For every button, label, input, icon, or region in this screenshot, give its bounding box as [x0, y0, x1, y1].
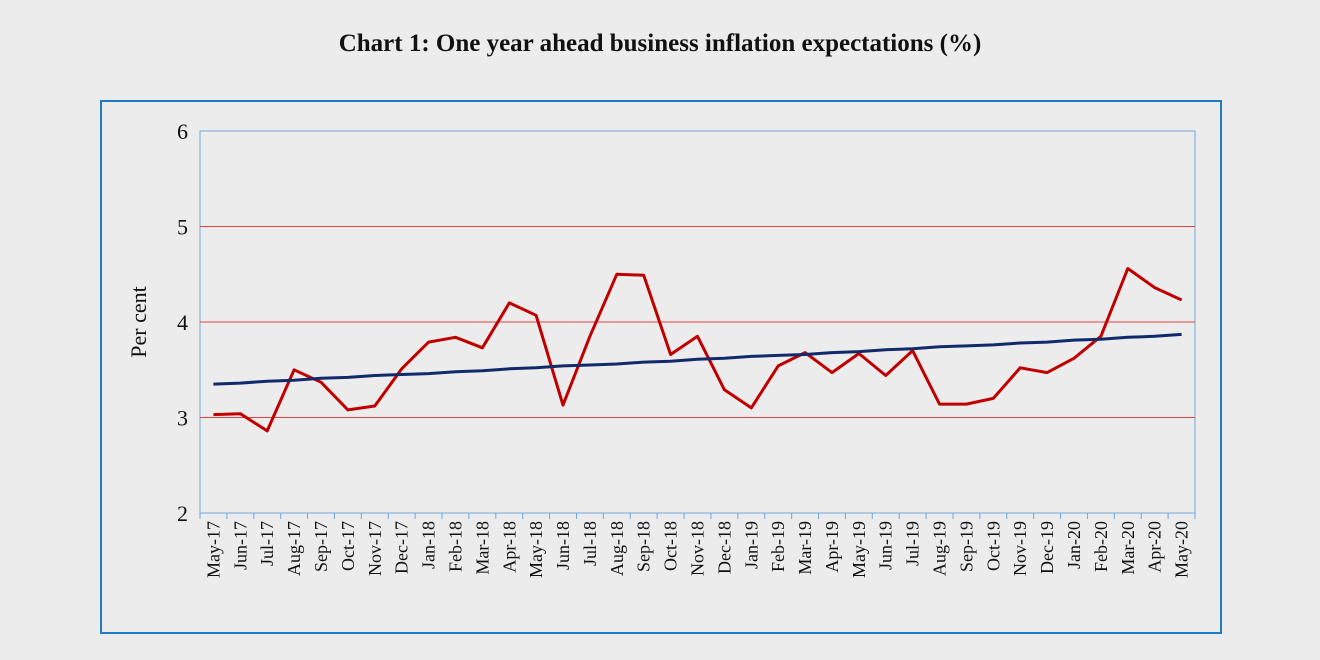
x-tick-label: Apr-19 — [822, 521, 842, 573]
x-tick-label: Dec-19 — [1037, 521, 1057, 574]
x-tick-label: Sep-17 — [311, 521, 331, 572]
x-tick-label: Mar-18 — [472, 521, 492, 575]
x-tick-label: Jul-19 — [903, 521, 923, 566]
x-tick-label: May-17 — [203, 521, 223, 578]
x-tick-label: May-19 — [849, 521, 869, 578]
y-tick-label: 3 — [177, 406, 188, 431]
x-tick-label: May-20 — [1172, 521, 1192, 578]
y-tick-label: 6 — [177, 119, 188, 144]
x-tick-label: Jul-17 — [257, 521, 277, 566]
x-tick-label: Apr-18 — [499, 521, 519, 573]
x-tick-label: Mar-20 — [1118, 521, 1138, 575]
x-tick-label: Jan-20 — [1064, 521, 1084, 569]
x-tick-label: Sep-18 — [634, 521, 654, 572]
x-tick-label: Jan-18 — [419, 521, 439, 569]
x-tick-label: Aug-17 — [284, 521, 304, 576]
x-tick-label: Feb-18 — [445, 521, 465, 572]
x-tick-label: Oct-18 — [661, 521, 681, 571]
x-tick-label: Jun-19 — [876, 521, 896, 570]
x-tick-label: Jan-19 — [741, 521, 761, 569]
x-tick-label: Nov-19 — [1010, 521, 1030, 576]
x-tick-label: Feb-19 — [768, 521, 788, 572]
x-tick-label: Jun-17 — [230, 521, 250, 570]
series-line-expectations — [213, 267, 1183, 433]
x-tick-label: Oct-17 — [338, 521, 358, 571]
x-tick-label: Dec-18 — [714, 521, 734, 574]
y-axis-title: Per cent — [126, 286, 151, 357]
y-tick-label: 2 — [177, 501, 188, 526]
x-tick-label: Nov-17 — [365, 521, 385, 576]
x-tick-label: Nov-18 — [688, 521, 708, 576]
x-tick-label: Jul-18 — [580, 521, 600, 566]
chart-frame — [100, 100, 1222, 634]
x-tick-label: Aug-18 — [607, 521, 627, 576]
series-line-trend — [213, 332, 1182, 386]
x-tick-label: Dec-17 — [392, 521, 412, 574]
x-tick-label: Jun-18 — [553, 521, 573, 570]
chart-title: Chart 1: One year ahead business inflati… — [338, 30, 982, 57]
x-tick-label: Feb-20 — [1091, 521, 1111, 572]
x-tick-label: Sep-19 — [956, 521, 976, 572]
y-tick-label: 5 — [177, 215, 188, 240]
x-tick-label: Oct-19 — [983, 521, 1003, 571]
x-tick-label: Aug-19 — [930, 521, 950, 576]
x-tick-label: May-18 — [526, 521, 546, 578]
x-tick-label: Apr-20 — [1145, 521, 1165, 573]
y-tick-label: 4 — [177, 310, 188, 335]
x-tick-label: Mar-19 — [795, 521, 815, 575]
